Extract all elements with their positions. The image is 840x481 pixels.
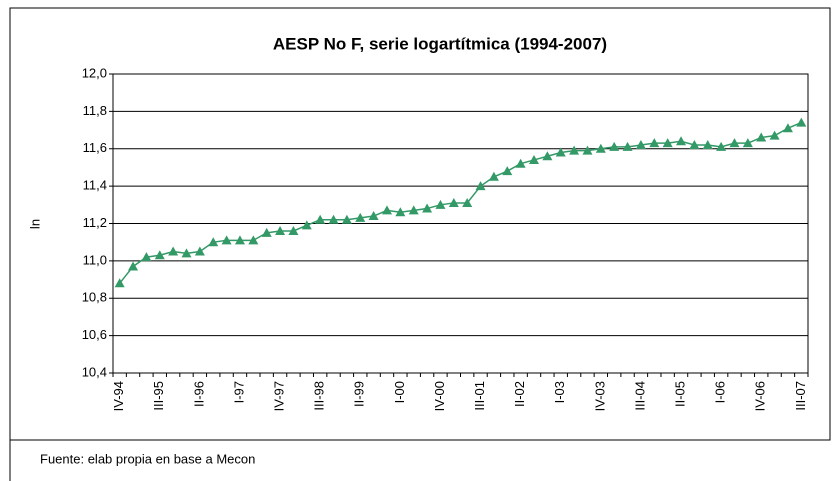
marker	[408, 205, 419, 215]
marker	[475, 181, 486, 191]
marker	[529, 154, 540, 164]
marker	[128, 261, 139, 271]
chart-frame	[9, 7, 831, 481]
marker	[649, 138, 660, 148]
marker	[448, 197, 459, 207]
marker	[782, 123, 793, 133]
marker	[689, 140, 700, 150]
source-note: Fuente: elab propia en base a Mecon	[40, 451, 255, 466]
marker	[301, 220, 312, 230]
x-tick-label: II-96	[191, 381, 206, 407]
series-line	[119, 121, 802, 284]
marker	[181, 248, 192, 258]
marker	[622, 141, 633, 151]
marker	[662, 138, 673, 148]
y-tick-label: 12,0	[82, 65, 107, 80]
marker	[569, 145, 580, 155]
y-tick-label: 11,0	[83, 252, 107, 267]
marker	[769, 130, 780, 140]
y-tick-label: 11,6	[83, 140, 107, 155]
marker	[595, 143, 606, 153]
marker	[381, 205, 392, 215]
marker	[582, 145, 593, 155]
marker	[141, 252, 152, 262]
x-tick-label: I-97	[231, 381, 246, 403]
y-tick-label: 10,8	[82, 290, 107, 305]
marker	[395, 207, 406, 217]
marker	[729, 138, 740, 148]
marker	[702, 140, 713, 150]
marker	[194, 246, 205, 256]
x-tick-label: IV-00	[432, 381, 447, 411]
y-tick-label: 11,2	[83, 215, 107, 230]
x-tick-label: III-04	[632, 381, 647, 411]
x-tick-label: I-03	[552, 381, 567, 403]
marker	[676, 136, 687, 146]
marker	[275, 225, 286, 235]
marker	[502, 166, 513, 176]
marker	[288, 225, 299, 235]
marker	[422, 203, 433, 213]
x-tick-label: II-02	[512, 381, 527, 407]
marker	[462, 197, 473, 207]
marker	[368, 211, 379, 221]
y-tick-label: 10,6	[82, 327, 107, 342]
x-tick-label: I-00	[392, 381, 407, 403]
marker	[435, 199, 446, 209]
marker	[488, 171, 499, 181]
x-tick-label: II-05	[672, 381, 687, 407]
marker	[609, 141, 620, 151]
x-tick-label: IV-94	[111, 381, 126, 411]
x-tick-label: II-99	[352, 381, 367, 407]
x-tick-label: IV-06	[753, 381, 768, 411]
marker	[234, 235, 245, 245]
marker	[742, 138, 753, 148]
marker	[341, 214, 352, 224]
marker	[154, 250, 165, 260]
x-tick-label: III-07	[793, 381, 808, 411]
marker	[756, 132, 767, 142]
marker	[168, 246, 179, 256]
marker	[635, 140, 646, 150]
marker	[355, 212, 366, 222]
marker	[328, 214, 339, 224]
marker	[208, 237, 219, 247]
x-tick-label: III-95	[151, 381, 166, 411]
marker	[315, 214, 326, 224]
marker	[555, 147, 566, 157]
marker	[114, 278, 125, 288]
marker	[542, 151, 553, 161]
marker	[221, 235, 232, 245]
y-tick-label: 11,8	[83, 103, 107, 118]
y-axis-label: ln	[27, 219, 42, 229]
chart-title: AESP No F, serie logartítmica (1994-2007…	[273, 34, 607, 53]
marker	[796, 117, 807, 127]
x-tick-label: III-01	[472, 381, 487, 411]
x-tick-label: IV-03	[592, 381, 607, 411]
y-tick-label: 11,4	[83, 178, 107, 193]
y-tick-label: 10,4	[82, 364, 107, 379]
marker	[261, 227, 272, 237]
marker	[248, 235, 259, 245]
x-tick-label: III-98	[312, 381, 327, 411]
marker	[515, 158, 526, 168]
x-tick-label: I-06	[713, 381, 728, 403]
marker	[716, 141, 727, 151]
x-tick-label: IV-97	[272, 381, 287, 411]
